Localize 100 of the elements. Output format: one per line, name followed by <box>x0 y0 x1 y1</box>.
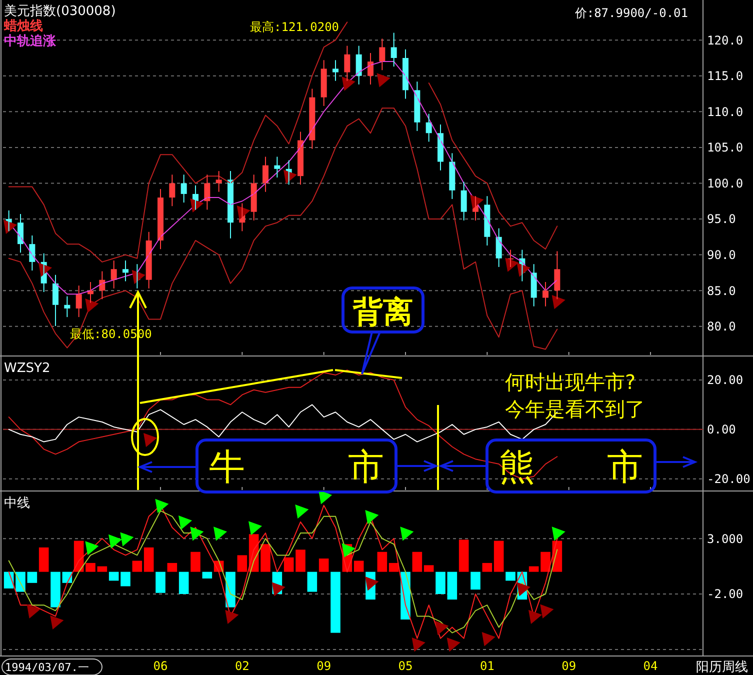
y-tick-label: 110.0 <box>707 104 744 119</box>
annotation: 何时出现牛市? <box>505 370 636 394</box>
text: 牛市 <box>209 446 384 488</box>
point <box>295 504 309 519</box>
bar <box>412 552 422 572</box>
candlestick <box>332 60 338 82</box>
point <box>552 526 566 541</box>
bar <box>156 572 166 593</box>
x-tick-label: 04 <box>643 659 658 673</box>
bar <box>178 572 189 594</box>
point <box>342 76 356 91</box>
bar <box>494 540 504 572</box>
x-tick-label: 01 <box>480 659 494 673</box>
point <box>412 638 426 652</box>
y-tick-label: 120.0 <box>707 33 744 48</box>
bar <box>447 572 458 600</box>
y-tick-label: 0.00 <box>707 422 736 437</box>
point <box>342 543 356 558</box>
point <box>376 73 390 88</box>
chart-title: WZSY2 <box>4 361 50 376</box>
bar <box>120 572 130 586</box>
bar <box>540 552 550 572</box>
bar <box>132 560 142 572</box>
annotation: 今年是看不到了 <box>505 397 645 421</box>
annotation: 价:87.9900/-0.01 <box>574 6 688 20</box>
x-tick-label: 06 <box>153 659 168 673</box>
bar <box>506 572 516 581</box>
point <box>26 604 40 618</box>
point <box>505 258 519 272</box>
x-tick-label: 02 <box>234 659 250 673</box>
bar <box>144 547 154 572</box>
text: 蜡烛线 <box>3 18 43 34</box>
bar <box>190 552 200 572</box>
chart-title: 美元指数(030008) <box>4 3 116 19</box>
bar <box>354 560 364 572</box>
y-tick-label: -2.00 <box>707 587 744 602</box>
y-tick-label: 100.0 <box>707 176 744 190</box>
y-tick-label: -20.00 <box>707 472 750 486</box>
y-tick-label: 90.0 <box>707 248 736 262</box>
bar <box>424 565 434 572</box>
y-tick-label: 105.0 <box>707 140 744 155</box>
point <box>365 510 379 524</box>
x-tick-label: 09 <box>316 659 332 673</box>
bar <box>260 544 270 572</box>
bar <box>436 572 446 594</box>
point <box>400 526 414 541</box>
point <box>225 610 239 624</box>
bar <box>237 555 248 572</box>
chart-title: 中线 <box>4 496 30 511</box>
point <box>108 534 122 549</box>
bar <box>318 558 329 572</box>
y-tick-label: 115.0 <box>707 69 744 84</box>
y-tick-label: 85.0 <box>707 284 736 298</box>
bar <box>38 547 49 572</box>
point <box>190 526 204 541</box>
bar <box>377 552 388 572</box>
point <box>540 604 554 618</box>
annotation: 背离 <box>352 295 413 330</box>
bar <box>307 572 318 592</box>
bar <box>284 557 294 572</box>
point <box>482 632 496 646</box>
point <box>272 582 286 596</box>
y-tick-label: 20.00 <box>707 373 744 388</box>
point <box>85 298 99 313</box>
annotation: 最高:121.0200 <box>250 20 340 34</box>
point <box>528 610 542 624</box>
point <box>155 498 169 514</box>
text: 1994/03/07.一 <box>5 661 89 674</box>
y-tick-label: 3.000 <box>707 532 744 546</box>
point <box>50 615 64 630</box>
x-tick-label: 05 <box>398 659 413 673</box>
bar <box>108 572 119 581</box>
point <box>552 294 566 310</box>
bar <box>296 550 306 572</box>
bar <box>97 566 108 572</box>
bar <box>330 572 340 633</box>
point <box>178 516 192 530</box>
point <box>213 526 228 541</box>
y-tick-label: 95.0 <box>707 212 736 226</box>
text: 阳历周线 <box>696 660 748 675</box>
point <box>365 576 379 591</box>
text: 中轨追涨 <box>4 34 57 49</box>
point <box>248 521 262 536</box>
y-tick-label: 80.0 <box>707 320 736 334</box>
point <box>85 541 99 556</box>
bar <box>226 572 236 608</box>
point <box>318 492 332 504</box>
bar <box>27 572 38 583</box>
bar <box>86 562 96 572</box>
x-tick-label: 09 <box>562 659 576 673</box>
bar <box>470 572 480 590</box>
bar <box>50 572 60 608</box>
point <box>446 638 460 652</box>
point <box>120 532 134 546</box>
point <box>516 582 530 596</box>
bar <box>167 562 178 572</box>
bar <box>458 540 469 572</box>
bar <box>482 562 492 572</box>
bar <box>528 566 539 572</box>
line-series <box>8 108 558 350</box>
